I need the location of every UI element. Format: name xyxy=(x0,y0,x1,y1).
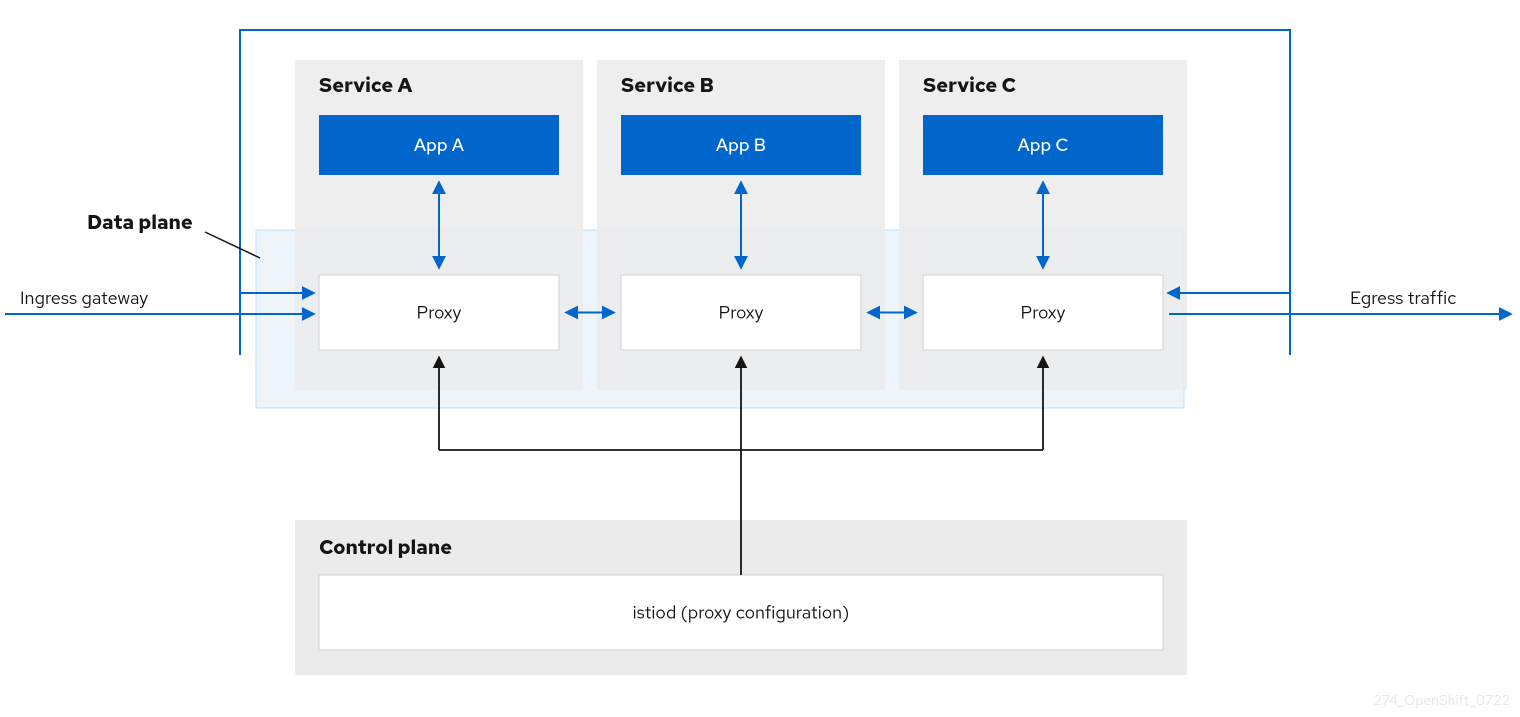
app-label-1: App B xyxy=(716,134,766,157)
service-title-2: Service C xyxy=(923,73,1016,99)
app-label-0: App A xyxy=(414,134,465,157)
data-plane-label: Data plane xyxy=(87,210,193,236)
proxy-label-1: Proxy xyxy=(719,302,764,325)
istiod-label: istiod (proxy configuration) xyxy=(633,602,850,625)
app-label-2: App C xyxy=(1018,134,1069,157)
egress-label: Egress traffic xyxy=(1350,287,1456,310)
watermark: 274_OpenShift_0722 xyxy=(1373,692,1510,710)
service-title-0: Service A xyxy=(319,73,412,99)
proxy-label-2: Proxy xyxy=(1021,302,1066,325)
control-plane-title: Control plane xyxy=(319,535,452,561)
data-plane-leader xyxy=(205,232,260,258)
ingress-label: Ingress gateway xyxy=(20,287,148,310)
proxy-label-0: Proxy xyxy=(417,302,462,325)
service-title-1: Service B xyxy=(621,73,714,99)
